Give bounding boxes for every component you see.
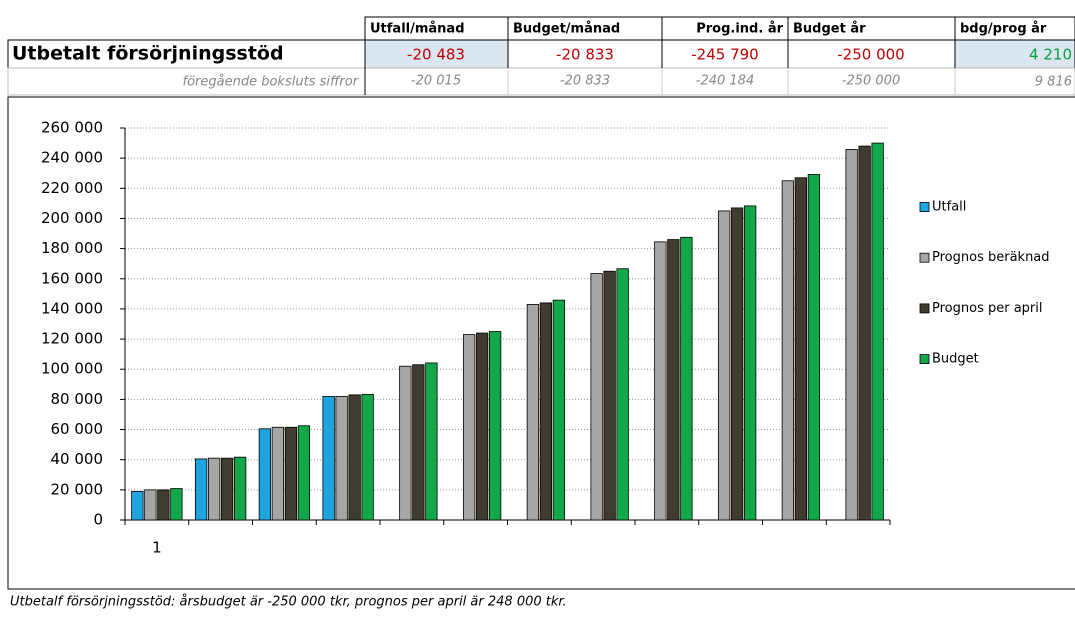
bar — [157, 489, 170, 521]
column-lines — [364, 17, 956, 95]
bar — [475, 332, 489, 521]
cell: -20 833 — [560, 74, 610, 89]
y-tick-label: 100 000 — [41, 360, 103, 378]
bar — [680, 236, 693, 521]
cell: -250 000 — [842, 74, 900, 89]
y-tick-label: 120 000 — [41, 330, 103, 348]
cell: -240 184 — [696, 74, 754, 89]
bar — [871, 142, 884, 521]
y-tick-label: 80 000 — [51, 390, 104, 408]
bar — [794, 177, 808, 521]
bar — [361, 393, 374, 521]
bar — [552, 299, 566, 521]
legend-label: Utfall — [932, 200, 966, 215]
header-cell: Budget/månad — [513, 22, 620, 37]
bar — [667, 239, 680, 521]
bar — [603, 270, 616, 521]
row-label: föregående boksluts siffror — [183, 75, 360, 90]
bar — [233, 456, 247, 521]
header: Utfall/månad Budget/månad Prog.ind. år B… — [370, 22, 1047, 37]
y-tick-label: 160 000 — [41, 269, 103, 287]
bar — [297, 425, 311, 521]
bar — [845, 149, 858, 521]
main-values: -20 483 -20 833 -245 790 -250 000 4 210 — [407, 46, 1072, 64]
chart-frame — [7, 96, 1075, 590]
prev-values: -20 015 -20 833 -240 184 -250 000 9 816 — [411, 74, 1072, 90]
bar — [399, 365, 412, 521]
bar — [717, 210, 731, 521]
bar — [284, 426, 298, 521]
y-tick-label: 180 000 — [41, 239, 103, 257]
row-label: Utbetalt försörjningsstöd — [12, 43, 284, 65]
cell: -250 000 — [837, 46, 904, 64]
bar — [348, 394, 361, 521]
legend-label: Budget — [932, 352, 979, 367]
cell: -245 790 — [691, 46, 758, 64]
legend-swatch — [919, 202, 930, 212]
bar — [258, 428, 272, 521]
bar — [590, 273, 603, 521]
legend-swatch — [919, 303, 930, 314]
legend-swatch — [919, 252, 930, 263]
bar — [781, 180, 795, 521]
bar — [488, 331, 502, 521]
bar — [654, 241, 667, 521]
y-tick-label: 220 000 — [41, 179, 103, 197]
footer: Utbetalf försörjningsstöd: årsbudget är … — [10, 595, 567, 610]
bar — [807, 174, 821, 521]
bar — [271, 426, 285, 521]
bar — [462, 334, 476, 521]
bar — [526, 303, 540, 521]
bar — [616, 268, 629, 521]
x-tick-label: 1 — [152, 539, 162, 557]
cell-bg — [365, 40, 508, 68]
cell: 9 816 — [1035, 75, 1072, 90]
bar — [425, 362, 438, 521]
cell-bg — [955, 40, 1075, 68]
chart: 0 20 000 40 000 60 000 80 000 100 000 120 000 1… — [41, 119, 1050, 557]
bar — [194, 458, 208, 521]
bar — [144, 489, 157, 521]
bar — [220, 457, 234, 521]
y-tick-label: 260 000 — [41, 119, 103, 137]
y-tick-label: 0 — [93, 511, 103, 529]
header-cell: Utfall/månad — [370, 22, 465, 37]
legend-label: Prognos beräknad — [932, 250, 1050, 265]
cell: -20 833 — [556, 46, 614, 64]
header-cell: bdg/prog år — [960, 22, 1047, 37]
legend-label: Prognos per april — [932, 301, 1043, 316]
bar — [170, 488, 183, 521]
header-cell: Prog.ind. år — [696, 22, 783, 37]
cell: -20 015 — [411, 74, 461, 89]
y-tick-label: 140 000 — [41, 299, 103, 317]
bar — [335, 395, 348, 521]
bar — [131, 490, 144, 521]
bar — [539, 302, 553, 521]
y-tick-label: 200 000 — [41, 209, 103, 227]
bar — [412, 364, 425, 521]
cell: -20 483 — [407, 46, 465, 64]
header-cell: Budget år — [793, 22, 866, 37]
prev-row — [7, 67, 1075, 96]
y-tick-label: 40 000 — [51, 450, 104, 468]
bar — [207, 457, 221, 521]
legend-swatch — [919, 354, 930, 365]
y-tick-label: 60 000 — [51, 420, 104, 438]
column-lines-light — [507, 68, 956, 95]
bar — [730, 207, 744, 521]
bar — [743, 205, 757, 521]
bar — [322, 395, 335, 521]
cell: 4 210 — [1029, 46, 1072, 64]
bar — [858, 145, 871, 521]
y-tick-label: 20 000 — [51, 480, 104, 498]
y-tick-label: 240 000 — [41, 149, 103, 167]
